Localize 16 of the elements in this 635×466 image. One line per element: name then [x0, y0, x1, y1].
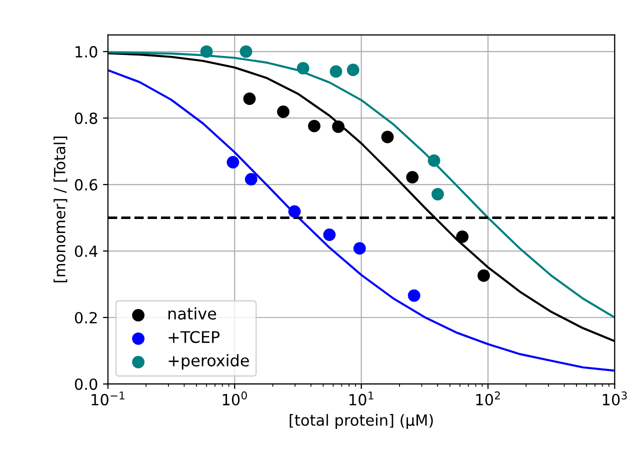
x-tick-label: 10$^{0}$ [222, 391, 247, 406]
x-tick-label: 10$^{−1}$ [92, 392, 124, 406]
y-tick-label: 0.2 [74, 312, 97, 324]
legend-label: +TCEP [168, 330, 220, 344]
x-tick-label: 10$^{1}$ [350, 392, 374, 406]
y-tick-label: 0.6 [74, 179, 98, 191]
y-axis-title: [monomer] / [Total] [54, 136, 68, 282]
x-axis-title: [total protein] (μM) [290, 414, 433, 429]
legend-label: +peroxide [168, 354, 249, 370]
y-tick-label: 0.0 [74, 378, 98, 390]
y-tick-label: 0.8 [74, 112, 98, 124]
y-tick-label: 0.4 [74, 245, 98, 258]
x-tick-label: 10$^{3}$ [602, 391, 627, 406]
x-tick-label: 10$^{2}$ [476, 391, 500, 406]
legend-label: native [168, 307, 216, 320]
y-tick-label: 1.0 [76, 46, 98, 58]
